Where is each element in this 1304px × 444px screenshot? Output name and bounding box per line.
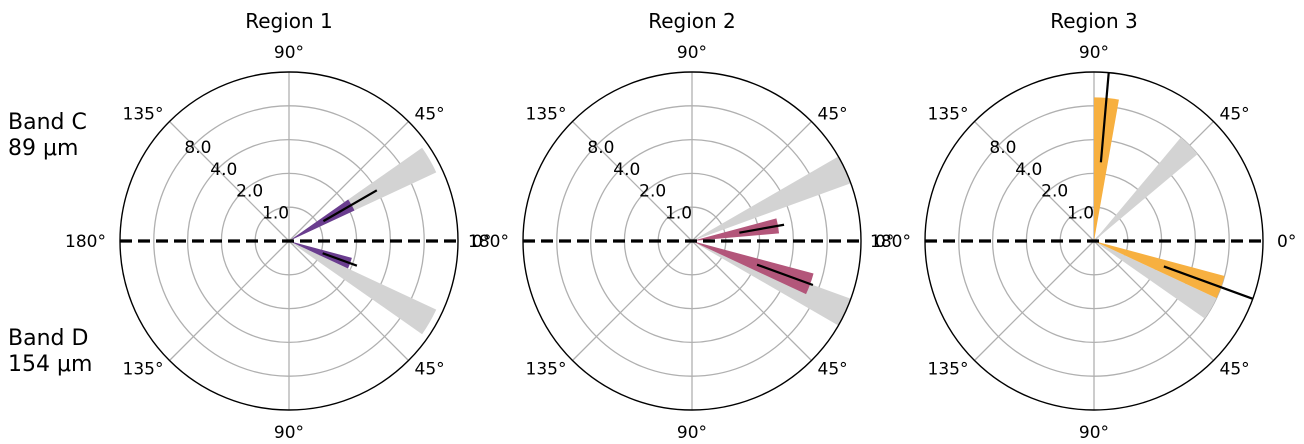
chart-title: Region 2 — [648, 9, 736, 33]
vector-line — [1099, 72, 1110, 163]
angle-tick-label: 90° — [677, 43, 707, 63]
vector-line — [1163, 265, 1254, 300]
radial-tick-label: 4.0 — [613, 160, 640, 180]
angle-tick-label: 135° — [123, 105, 164, 125]
band-c-name: Band C — [8, 110, 87, 135]
angular-gridline — [1093, 240, 1214, 361]
angle-tick-label: 180° — [870, 232, 911, 252]
angular-gridline — [974, 240, 1095, 361]
angular-gridline — [974, 121, 1095, 242]
angular-gridline — [169, 121, 290, 242]
data-wedge — [289, 199, 355, 241]
angle-tick-label: 135° — [928, 105, 969, 125]
angle-tick-label: 45° — [1220, 360, 1250, 380]
reference-wedge — [692, 156, 851, 241]
radial-tick-label: 1.0 — [665, 203, 692, 223]
angular-gridline — [288, 240, 409, 361]
angle-tick-label: 90° — [677, 423, 707, 443]
angular-gridline — [288, 121, 409, 242]
angle-tick-label: 135° — [928, 360, 969, 380]
angular-gridline — [691, 121, 812, 242]
band-d-name: Band D — [8, 326, 89, 351]
band-d-wavelength: 154 μm — [8, 352, 93, 377]
band-d-label: Band D 154 μm — [8, 326, 92, 378]
radial-tick-label: 2.0 — [236, 182, 263, 202]
reference-wedge — [692, 241, 851, 326]
vector-line — [322, 252, 358, 267]
angle-tick-label: 45° — [818, 360, 848, 380]
chart-title: Region 1 — [245, 9, 333, 33]
radial-tick-label: 8.0 — [587, 138, 614, 158]
data-wedge — [1094, 97, 1119, 241]
radial-tick-label: 4.0 — [1015, 160, 1042, 180]
reference-wedge — [1094, 241, 1217, 319]
radial-tick-label: 2.0 — [639, 182, 666, 202]
angle-tick-label: 90° — [274, 43, 304, 63]
angle-tick-label: 0° — [875, 232, 894, 252]
angle-tick-label: 135° — [526, 105, 567, 125]
angle-tick-label: 0° — [1277, 232, 1296, 252]
angle-tick-label: 135° — [526, 360, 567, 380]
chart-title: Region 3 — [1050, 9, 1138, 33]
angle-tick-label: 45° — [818, 105, 848, 125]
data-wedge — [692, 218, 780, 241]
polar-chart-region-1: 1.02.04.08.0 0° 45° 90° 135° 180° 135° 90° 45° Re… — [65, 9, 491, 443]
angle-tick-label: 180° — [468, 232, 509, 252]
band-c-wavelength: 89 μm — [8, 136, 79, 161]
band-c-label: Band C 89 μm — [8, 110, 87, 162]
angle-tick-label: 45° — [415, 360, 445, 380]
angle-tick-label: 180° — [65, 232, 106, 252]
angle-tick-label: 45° — [1220, 105, 1250, 125]
data-wedge — [692, 241, 814, 295]
data-wedge — [289, 241, 352, 269]
reference-wedge — [1094, 137, 1198, 241]
angle-tick-label: 135° — [123, 360, 164, 380]
angular-gridline — [691, 240, 812, 361]
vector-line — [322, 189, 378, 223]
reference-wedge — [289, 241, 437, 335]
angular-gridline — [572, 121, 693, 242]
radial-tick-label: 8.0 — [989, 138, 1016, 158]
angle-tick-label: 0° — [472, 232, 491, 252]
angle-tick-label: 90° — [1079, 423, 1109, 443]
angular-gridline — [572, 240, 693, 361]
vector-line — [739, 223, 785, 234]
radial-tick-label: 2.0 — [1041, 182, 1068, 202]
angle-tick-label: 90° — [1079, 43, 1109, 63]
radial-tick-label: 1.0 — [1067, 203, 1094, 223]
radial-tick-label: 8.0 — [184, 138, 211, 158]
angle-tick-label: 90° — [274, 423, 304, 443]
polar-chart-region-2: 1.02.04.08.0 0° 45° 90° 135° 180° 135° 90° 45° Re… — [468, 9, 894, 443]
radial-tick-label: 1.0 — [262, 203, 289, 223]
radial-tick-label: 4.0 — [210, 160, 237, 180]
polar-chart-region-3: 1.02.04.08.0 0° 45° 90° 135° 180° 135° 90° 45° Re… — [870, 9, 1296, 443]
angular-gridline — [169, 240, 290, 361]
angle-tick-label: 45° — [415, 105, 445, 125]
data-wedge — [1094, 241, 1225, 299]
vector-line — [756, 263, 814, 287]
